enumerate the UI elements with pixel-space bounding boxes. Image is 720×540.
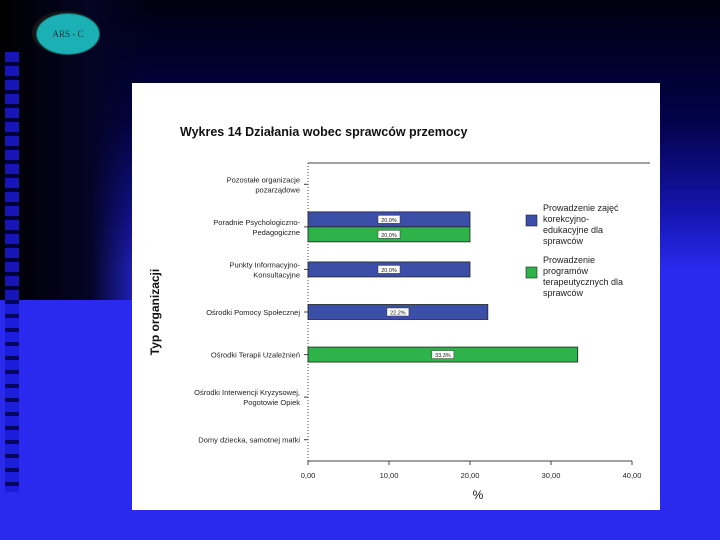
legend-label: sprawców	[543, 236, 584, 246]
category-label: Pozostałe organizacje	[227, 175, 300, 184]
category-label: Ośrodki Pomocy Społecznej	[206, 308, 300, 317]
legend-label: Prowadzenie	[543, 255, 595, 265]
bars-group: 20,0% 20,0% 20,0% 22,2% 33,3%	[307, 211, 579, 363]
data-label: 20,0%	[381, 268, 397, 274]
legend-label: programów	[543, 266, 589, 276]
legend-label: Prowadzenie zajęć	[543, 203, 619, 213]
category-label: Domy dziecka, samotnej matki	[198, 436, 300, 445]
data-label: 20,0%	[381, 233, 397, 239]
category-label: Pedagogiczne	[252, 228, 300, 237]
x-axis-title: %	[473, 488, 484, 502]
plot-area	[304, 162, 650, 465]
x-tick-label: 40,00	[623, 471, 642, 480]
decorative-square-strip	[5, 52, 19, 492]
data-label-box	[377, 215, 401, 224]
data-label: 22,2%	[390, 311, 406, 317]
x-tick-label: 20,00	[461, 471, 480, 480]
x-tick-labels: 0,00 10,00 20,00 30,00 40,00	[301, 471, 642, 480]
data-label-box	[431, 350, 455, 359]
bar-chart: Wykres 14 Działania wobec sprawców przem…	[148, 125, 650, 502]
legend-label: korekcyjno-	[543, 214, 589, 224]
category-label: Pogotowie Opiek	[243, 398, 300, 407]
legend-label: sprawców	[543, 288, 584, 298]
legend-label: edukacyjne dla	[543, 225, 603, 235]
y-axis-title: Typ organizacji	[148, 269, 162, 355]
logo-text: ARS - C	[52, 29, 84, 39]
logo-badge: ARS - C	[36, 13, 100, 55]
legend-label: terapeutycznych dla	[543, 277, 623, 287]
chart-title: Wykres 14 Działania wobec sprawców przem…	[180, 125, 467, 139]
x-tick-label: 10,00	[380, 471, 399, 480]
x-tick-label: 30,00	[542, 471, 561, 480]
category-label: Punkty Informacyjno-	[230, 260, 301, 269]
data-label-box	[386, 307, 410, 317]
data-label: 33,3%	[435, 353, 451, 359]
data-label-box	[377, 265, 401, 274]
chart-panel: Wykres 14 Działania wobec sprawców przem…	[132, 83, 660, 510]
data-label-box	[377, 230, 401, 239]
category-label: Ośrodki Interwencji Kryzysowej,	[194, 388, 300, 397]
category-label: Ośrodki Terapii Uzależnień	[211, 351, 300, 360]
x-tick-label: 0,00	[301, 471, 316, 480]
legend-swatch	[525, 266, 538, 279]
category-label: Konsultacyjne	[253, 270, 300, 279]
data-label: 20,0%	[381, 218, 397, 224]
category-label: pozarządowe	[255, 185, 300, 194]
logo: ARS - C	[32, 11, 100, 55]
category-label: Poradnie Psychologiczno-	[213, 218, 300, 227]
legend-swatch	[525, 214, 538, 227]
